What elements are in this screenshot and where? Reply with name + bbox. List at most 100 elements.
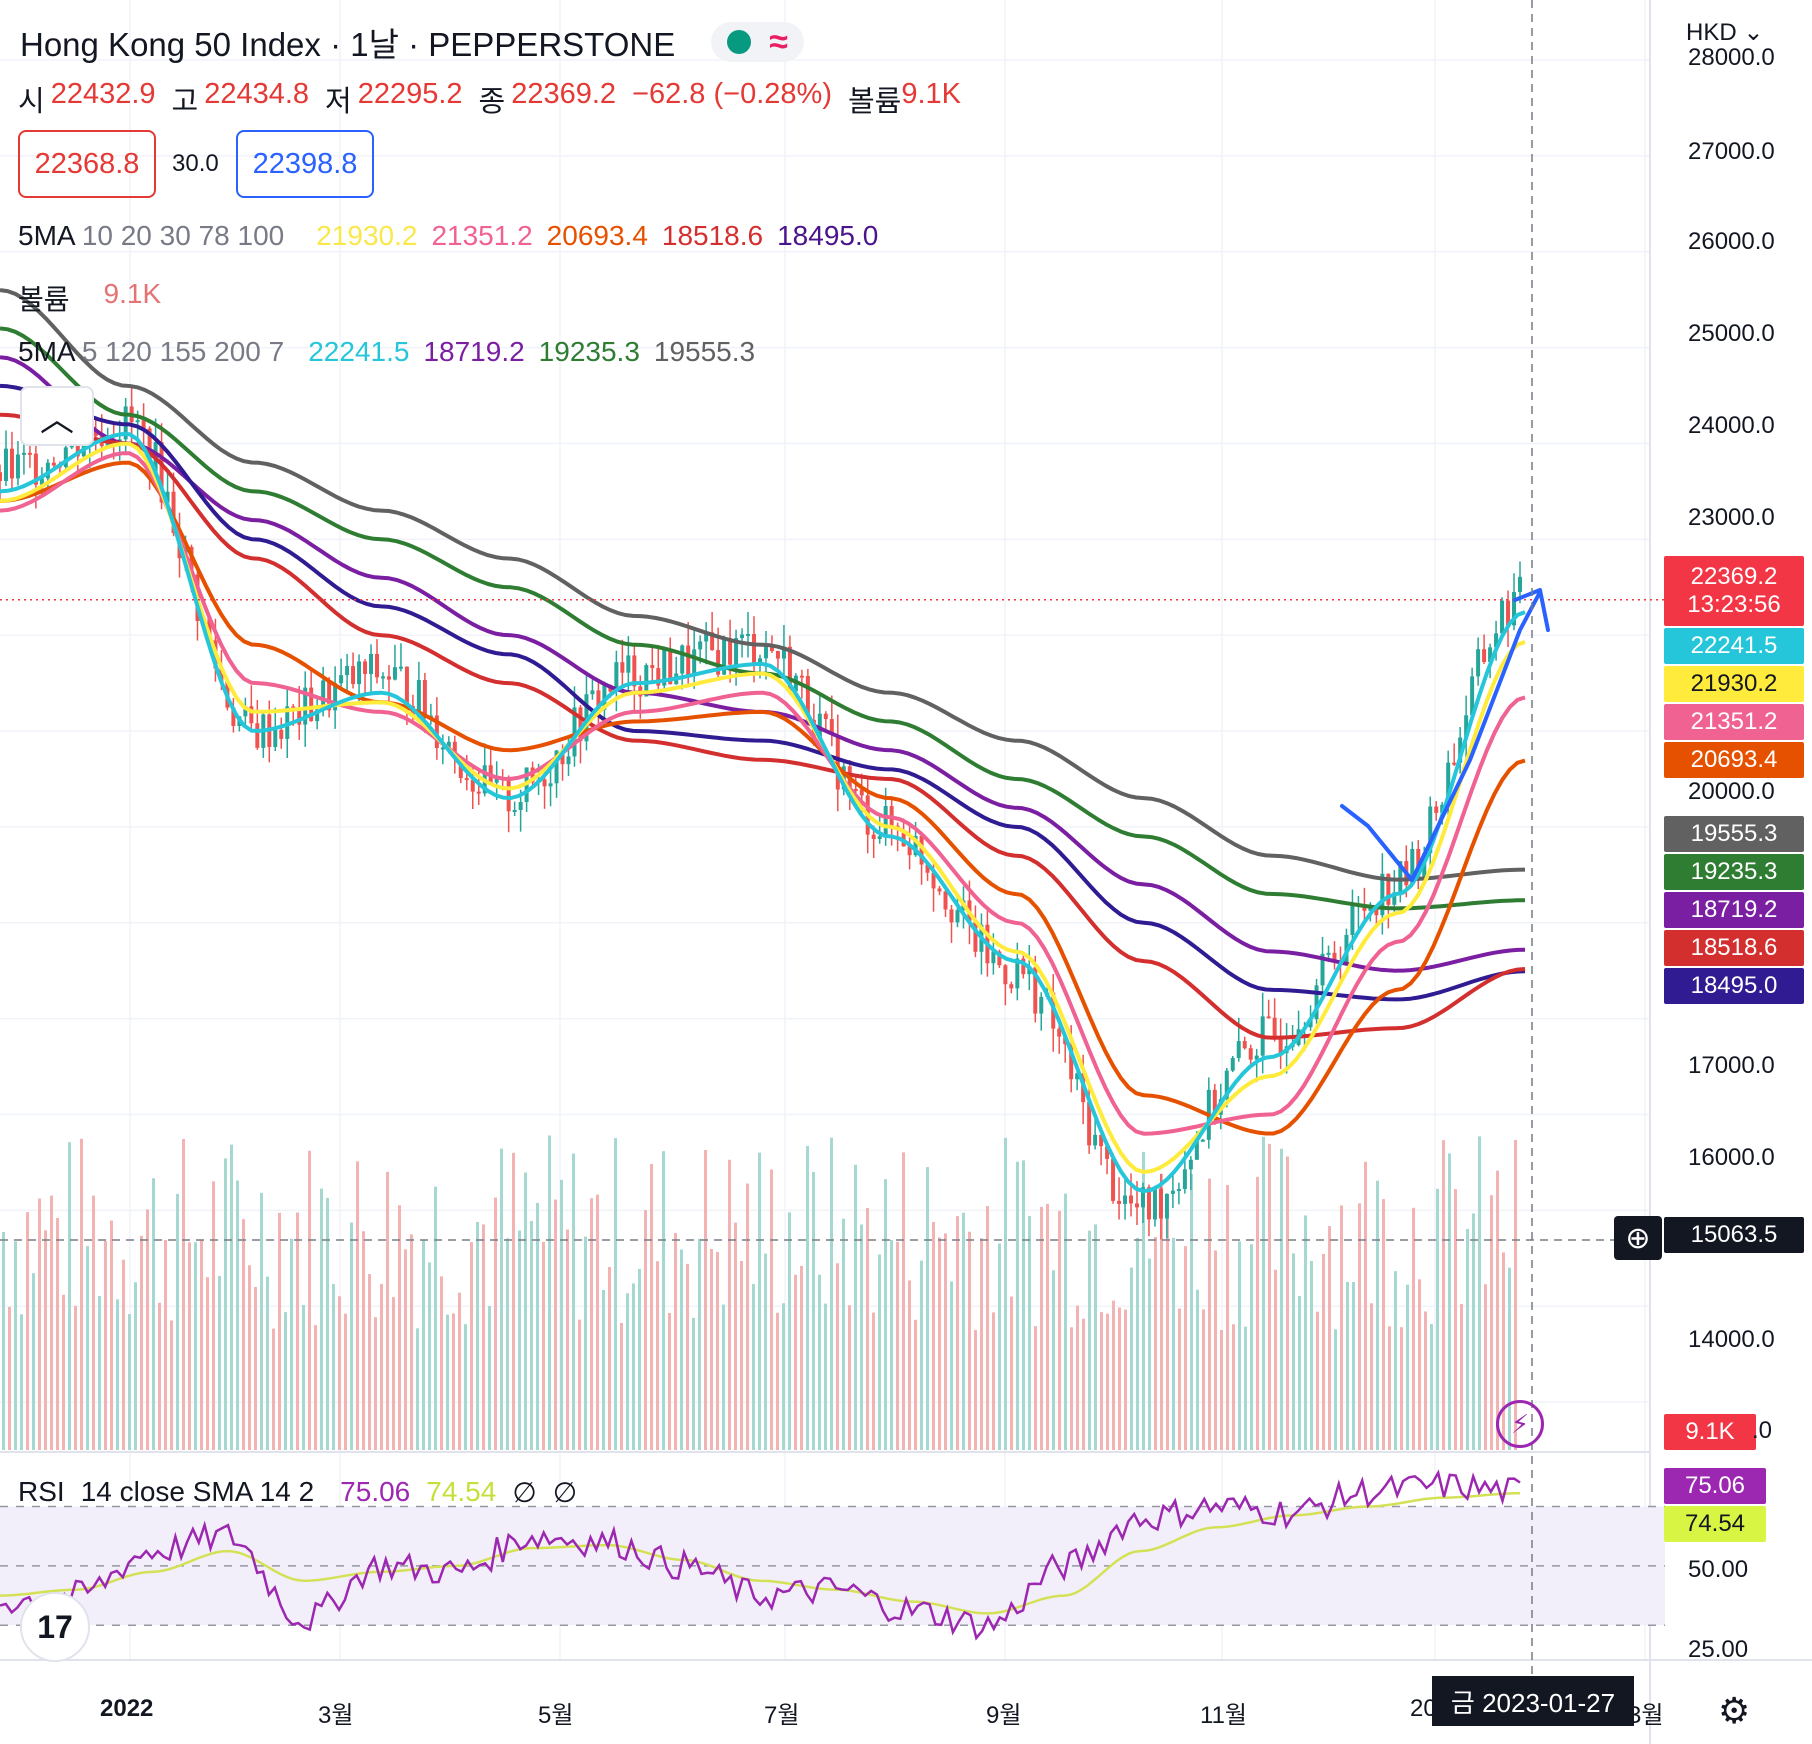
ma-legend-1[interactable]: 5MA 10 20 30 78 100 21930.2 21351.2 2069… bbox=[18, 220, 878, 252]
candle-body bbox=[853, 788, 858, 791]
ma-line-ma30 bbox=[0, 460, 1526, 1136]
volume-bar bbox=[362, 1231, 365, 1450]
volume-bar bbox=[56, 1217, 59, 1450]
market-status-badge[interactable]: ≈ bbox=[711, 22, 804, 62]
volume-bar bbox=[854, 1164, 857, 1450]
candle-body bbox=[680, 645, 685, 674]
candle-body bbox=[554, 750, 559, 784]
rsi-tag: 74.54 bbox=[1664, 1506, 1766, 1542]
volume-bar bbox=[224, 1158, 227, 1450]
volume-bar bbox=[26, 1212, 29, 1450]
settings-gear-icon[interactable]: ⚙ bbox=[1718, 1690, 1751, 1731]
candle-body bbox=[1212, 1089, 1217, 1115]
volume-bar bbox=[1262, 1136, 1265, 1450]
collapse-legend-button[interactable]: ︿ bbox=[20, 386, 94, 446]
volume-bar bbox=[200, 1239, 203, 1450]
price-axis-label: 23000.0 bbox=[1688, 504, 1775, 531]
volume-bar bbox=[1376, 1180, 1379, 1450]
candle-body bbox=[626, 655, 631, 673]
volume-bar bbox=[326, 1197, 329, 1450]
volume-bar bbox=[914, 1319, 917, 1450]
buy-button[interactable]: 22398.8 bbox=[236, 130, 374, 198]
volume-bar bbox=[638, 1268, 641, 1450]
volume-bar bbox=[404, 1249, 407, 1450]
price-tag: 22241.5 bbox=[1664, 628, 1804, 664]
volume-bar bbox=[194, 1242, 197, 1450]
candle-body bbox=[1182, 1169, 1187, 1190]
volume-bar bbox=[152, 1178, 155, 1450]
candle-body bbox=[470, 779, 475, 792]
add-alert-icon[interactable]: ⊕ bbox=[1614, 1216, 1662, 1260]
volume-bar bbox=[236, 1180, 239, 1450]
candle-body bbox=[859, 789, 864, 796]
volume-bar bbox=[500, 1148, 503, 1450]
volume-bar bbox=[1334, 1329, 1337, 1450]
candle-body bbox=[1248, 1048, 1253, 1060]
volume-bar bbox=[1004, 1137, 1007, 1450]
volume-bar bbox=[812, 1171, 815, 1450]
candle-body bbox=[1506, 600, 1511, 626]
volume-bar bbox=[134, 1282, 137, 1450]
volume-bar bbox=[1016, 1161, 1019, 1450]
candle-body bbox=[39, 478, 44, 485]
candle-body bbox=[1236, 1041, 1241, 1058]
volume-bar bbox=[278, 1212, 281, 1450]
moving-average-lines bbox=[0, 288, 1664, 1194]
volume-bar bbox=[566, 1229, 569, 1450]
candle-body bbox=[27, 452, 32, 455]
volume-bar bbox=[710, 1249, 713, 1450]
ma155-value: 19235.3 bbox=[538, 336, 640, 367]
volume-legend[interactable]: 볼륨 9.1K bbox=[18, 278, 161, 318]
candle-body bbox=[255, 723, 260, 748]
change-value: −62.8 (−0.28%) bbox=[632, 78, 832, 110]
tradingview-logo[interactable]: 17 bbox=[20, 1592, 90, 1662]
volume-bar bbox=[524, 1172, 527, 1450]
volume-bar bbox=[740, 1260, 743, 1450]
volume-bar bbox=[206, 1277, 209, 1450]
volume-bar bbox=[542, 1241, 545, 1450]
sell-button[interactable]: 22368.8 bbox=[18, 130, 156, 198]
ma-legend-2[interactable]: 5MA 5 120 155 200 7 22241.5 18719.2 1923… bbox=[18, 336, 755, 368]
volume-bar bbox=[818, 1274, 821, 1450]
candle-body bbox=[1512, 591, 1517, 626]
ma-line-ma200 bbox=[0, 288, 1526, 882]
chart-title: Hong Kong 50 Index · 1날 · PEPPERSTONE ≈ bbox=[20, 18, 804, 66]
rsi-axis-label: 25.00 bbox=[1688, 1636, 1749, 1663]
volume-bar bbox=[650, 1163, 653, 1450]
volume-bar bbox=[896, 1241, 899, 1450]
volume-bar bbox=[692, 1317, 695, 1450]
candle-body bbox=[1482, 649, 1487, 663]
rsi-legend[interactable]: RSI 14 close SMA 14 2 75.06 74.54 ∅ ∅ bbox=[18, 1476, 577, 1509]
volume-bar bbox=[122, 1259, 125, 1450]
candle-body bbox=[542, 779, 547, 787]
candle-body bbox=[1500, 600, 1505, 634]
volume-bar bbox=[1034, 1326, 1037, 1450]
lightning-icon[interactable]: ⚡ bbox=[1496, 1400, 1544, 1448]
volume-bar bbox=[254, 1286, 257, 1450]
volume-bar bbox=[374, 1317, 377, 1450]
candle-body bbox=[925, 864, 930, 873]
volume-bar bbox=[494, 1197, 497, 1450]
volume-bar bbox=[332, 1284, 335, 1450]
null-icon-2: ∅ bbox=[552, 1477, 578, 1508]
volume-bar bbox=[998, 1243, 1001, 1450]
candle-body bbox=[21, 452, 26, 455]
volume-bar bbox=[1460, 1304, 1463, 1450]
currency-selector[interactable]: HKD ⌄ bbox=[1686, 18, 1763, 47]
buy-price: 22398.8 bbox=[252, 147, 358, 180]
volume-bar bbox=[1196, 1289, 1199, 1450]
price-tag-value: 20693.4 bbox=[1690, 746, 1778, 773]
candle-body bbox=[518, 801, 523, 810]
candle-body bbox=[440, 747, 445, 750]
ma-line-ma155 bbox=[0, 326, 1526, 911]
crosshair-date: 금 2023-01-27 bbox=[1432, 1676, 1634, 1726]
volume-bar bbox=[98, 1295, 101, 1450]
volume-bar bbox=[632, 1283, 635, 1450]
candle-body bbox=[51, 462, 56, 466]
candle-body bbox=[1392, 892, 1397, 905]
candle-body bbox=[692, 649, 697, 677]
volume-bar bbox=[980, 1238, 983, 1450]
candle-body bbox=[494, 777, 499, 783]
volume-bar bbox=[1202, 1309, 1205, 1450]
